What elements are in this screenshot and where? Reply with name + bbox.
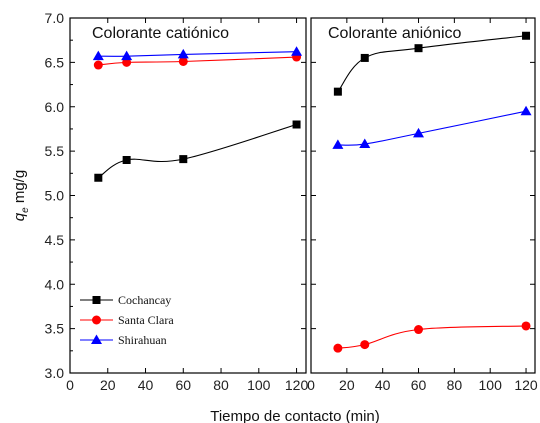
data-point [122, 156, 131, 164]
data-point [92, 50, 104, 61]
data-point [332, 139, 344, 149]
data-point [93, 60, 103, 70]
data-point [520, 105, 532, 116]
y-tick-label: 7.0 [45, 10, 65, 26]
data-point [178, 56, 188, 66]
panel-1: 0 20 40 60 80 100 120 3.0 3.5 4.0 4.5 5.0 5.5 6.0 6.5 7… [11, 10, 380, 423]
x-tick-label: 60 [411, 377, 427, 393]
data-point [177, 48, 189, 59]
series-line-shirahuan [337, 110, 527, 146]
y-tick-label: 3.0 [45, 365, 65, 381]
x-tick-label: 120 [285, 377, 309, 393]
series-line-santa-clara [337, 325, 527, 349]
data-point [333, 343, 343, 353]
data-point [522, 31, 531, 40]
y-tick-label: 5.0 [45, 188, 65, 204]
legend-label: Santa Clara [118, 313, 174, 327]
x-tick-label: 60 [175, 377, 191, 393]
data-point [179, 155, 188, 164]
data-point [360, 53, 369, 62]
data-point [360, 340, 370, 350]
x-tick-label: 100 [479, 377, 503, 393]
data-point [333, 87, 342, 96]
data-point [521, 321, 531, 331]
legend-label: Shirahuan [118, 333, 167, 347]
x-tick-label: 80 [447, 377, 463, 393]
y-axis-label: qe mg/g [11, 170, 31, 221]
legend-marker [91, 334, 102, 344]
data-point [121, 50, 133, 61]
data-point [94, 173, 103, 182]
series-line-cochancay [98, 123, 297, 179]
series-line-shirahuan [98, 51, 297, 57]
panel-2: 0 20 40 60 80 100 120 Colorante aniónico [307, 17, 538, 393]
legend-label: Cochancay [118, 293, 171, 307]
y-tick-label: 4.5 [45, 232, 65, 248]
panel-title: Colorante catiónico [92, 25, 229, 42]
y-tick-label: 5.5 [45, 143, 65, 159]
panel-title: Colorante aniónico [328, 25, 462, 42]
series-line-santa-clara [98, 56, 297, 66]
y-tick-label: 3.5 [45, 321, 65, 337]
data-point [414, 325, 424, 335]
data-point [292, 120, 301, 129]
x-tick-label: 0 [66, 377, 74, 393]
x-tick-label: 80 [213, 377, 229, 393]
x-tick-label: 40 [375, 377, 391, 393]
data-point [359, 138, 371, 149]
x-tick-label: 100 [247, 377, 271, 393]
x-tick-label: 120 [514, 377, 538, 393]
x-tick-label: 20 [100, 377, 116, 393]
series-line-cochancay [337, 35, 527, 93]
data-point [414, 44, 423, 53]
data-point [291, 46, 303, 56]
legend-marker [92, 296, 101, 304]
x-tick-label: 0 [307, 377, 315, 393]
x-axis-label: Tiempo de contacto (min) [210, 408, 380, 423]
plot-frame [310, 17, 536, 374]
legend-marker [92, 315, 101, 325]
legend: Cochancay Santa Clara Shirahuan [80, 293, 174, 347]
data-point [413, 127, 425, 138]
y-tick-label: 4.0 [45, 276, 65, 292]
y-tick-label: 6.0 [45, 99, 65, 115]
x-tick-label: 20 [339, 377, 355, 393]
y-tick-label: 6.5 [45, 54, 65, 70]
x-tick-label: 40 [138, 377, 154, 393]
